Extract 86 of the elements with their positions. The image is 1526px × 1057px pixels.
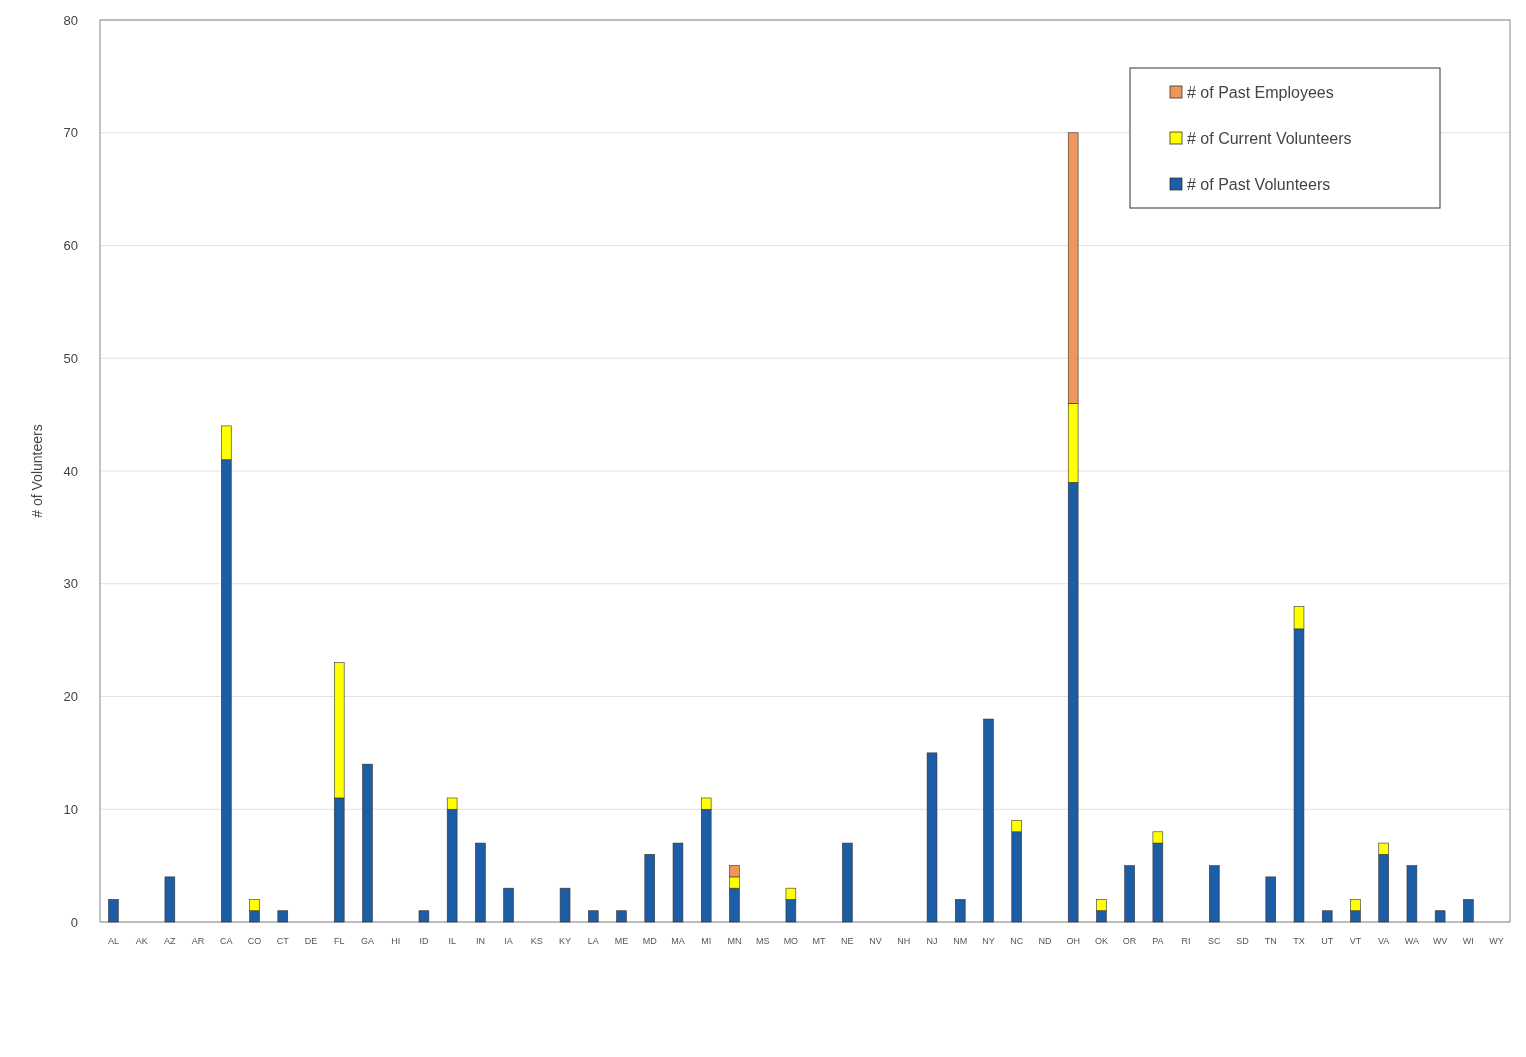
x-tick-label: IN [475,936,485,946]
y-tick-label: 0 [70,914,78,930]
bar [503,887,514,923]
x-tick-label: MT [812,936,827,946]
x-tick-label: VA [1378,936,1390,946]
x-tick-label: CO [247,936,262,946]
x-tick-label: MS [755,936,770,946]
y-tick-label: 60 [63,238,78,254]
x-tick-label: MA [671,936,685,946]
x-tick-label: RI [1181,936,1191,946]
y-tick-label: 10 [63,801,78,817]
x-tick-label: NC [1010,936,1024,946]
bar [1265,876,1277,923]
x-tick-label: TX [1293,936,1305,946]
x-tick-label: TN [1264,936,1277,946]
x-tick-label: WV [1432,936,1448,946]
x-tick-label: WY [1489,936,1504,946]
x-tick-label: KS [530,936,543,946]
x-tick-label: AR [191,936,205,946]
x-tick-label: MD [642,936,658,946]
x-tick-label: LA [587,936,599,946]
y-tick-label: 20 [63,689,78,705]
x-tick-label: ME [614,936,629,946]
bar [672,842,684,923]
x-tick-label: UT [1321,936,1334,946]
legend-label: # of Current Volunteers [1187,129,1352,147]
x-tick-label: NJ [926,936,938,946]
x-tick-label: NM [953,936,968,946]
bar [1124,865,1135,923]
bar [418,910,430,923]
bar [842,842,853,923]
bar [1463,899,1474,923]
legend-label: # of Past Employees [1187,83,1334,101]
x-tick-label: OH [1066,936,1080,946]
x-tick-label: KY [559,936,572,946]
x-tick-label: SD [1236,936,1250,946]
x-tick-label: IA [504,936,513,946]
y-axis-title: # of Volunteers [29,424,45,518]
bar [955,899,966,923]
y-tick-label: 70 [63,125,78,141]
x-tick-label: OK [1094,936,1108,946]
bar [588,910,599,923]
x-tick-label: NH [897,936,911,946]
x-tick-label: GA [360,936,374,946]
bar [164,876,176,923]
x-tick-label: OR [1122,936,1137,946]
bar [362,763,373,923]
x-tick-label: PA [1152,936,1164,946]
y-tick-label: 50 [63,350,78,366]
x-tick-label: NY [982,936,995,946]
x-tick-label: FL [333,936,345,946]
bar [1434,910,1446,923]
bar [616,910,627,923]
legend-label: # of Past Volunteers [1187,175,1331,193]
x-tick-label: AL [107,936,119,946]
x-tick-label: WI [1462,936,1474,946]
x-tick-label: VT [1349,936,1362,946]
bar [559,887,571,923]
x-tick-label: HI [391,936,401,946]
bar [1406,865,1418,923]
y-tick-label: 30 [63,576,78,592]
x-tick-label: CT [276,936,290,946]
x-tick-label: NE [841,936,854,946]
y-tick-label: 40 [63,463,78,479]
x-tick-label: DE [304,936,318,946]
bar [108,899,119,923]
x-tick-label: MO [783,936,799,946]
x-tick-label: ID [419,936,429,946]
x-tick-label: AZ [164,936,177,946]
bar [277,910,289,923]
x-tick-label: AK [135,936,148,946]
y-tick-label: 80 [63,12,78,28]
x-tick-label: CA [220,936,233,946]
bar [926,752,938,923]
bar [1321,910,1333,923]
x-tick-label: ND [1038,936,1052,946]
x-tick-label: WA [1404,936,1419,946]
x-tick-label: SC [1208,936,1222,946]
bar [475,842,486,923]
x-tick-label: MN [727,936,742,946]
x-tick-label: IL [448,936,456,946]
x-tick-label: NV [869,936,882,946]
bar [983,718,994,923]
bar [1209,865,1220,923]
bar [644,854,655,923]
x-tick-label: MI [701,936,712,946]
